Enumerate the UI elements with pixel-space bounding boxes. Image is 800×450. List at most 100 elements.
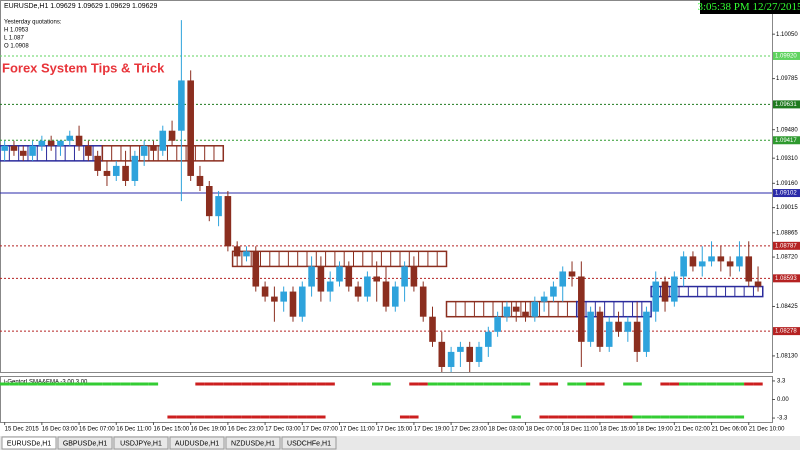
x-tick-label: 17 Dec 23:00 <box>451 427 487 433</box>
candle-body <box>419 286 427 317</box>
candle-body <box>187 80 194 176</box>
symbol-tab[interactable] <box>281 436 337 450</box>
candle-body <box>615 321 622 332</box>
candle-body <box>1 145 8 151</box>
x-tick-label: 16 Dec 03:00 <box>42 427 78 433</box>
candle-body <box>159 130 167 151</box>
candle-body <box>447 351 455 367</box>
symbol-tab[interactable] <box>169 436 225 450</box>
candle-body <box>196 175 204 186</box>
symbol-tab[interactable] <box>225 436 281 450</box>
candle-body <box>280 291 287 302</box>
level-tag-label: 1.08787 <box>775 243 797 249</box>
candle-body <box>643 311 650 352</box>
x-tick-label: 17 Dec 03:00 <box>265 427 301 433</box>
symbol-tab-label[interactable]: AUDUSDe,H1 <box>175 440 219 447</box>
candle-body <box>308 266 315 287</box>
candle-body <box>671 276 678 302</box>
level-tag <box>773 274 800 283</box>
symbol-header: EURUSDe,H1 1.09629 1.09629 1.09629 1.096… <box>4 3 157 10</box>
candle-body <box>689 256 697 267</box>
y-tick-label: 1.08130 <box>776 353 798 359</box>
candle-body <box>29 145 36 156</box>
candle-body <box>205 186 213 217</box>
overlay-title: Forex System Tips & Trick <box>2 60 165 75</box>
y-tick-label: 1.09480 <box>776 127 798 133</box>
y-tick-label: 1.08865 <box>776 230 798 236</box>
candle-body <box>587 311 594 342</box>
symbol-tab[interactable] <box>113 436 169 450</box>
candle-body <box>578 276 585 342</box>
indicator-tick-label: 3.3 <box>777 379 786 385</box>
candle-body <box>717 256 725 262</box>
x-tick-label: 21 Dec 02:00 <box>674 427 710 433</box>
candle-body <box>252 251 260 287</box>
candle-body <box>10 145 18 151</box>
zone <box>445 300 578 318</box>
x-tick-label: 18 Dec 19:00 <box>637 427 673 433</box>
candle-body <box>503 306 511 317</box>
candle-body <box>47 140 55 146</box>
candle-body <box>122 165 129 181</box>
candle-body <box>745 256 753 282</box>
x-tick-label: 16 Dec 15:00 <box>153 427 189 433</box>
x-tick-label: 16 Dec 19:00 <box>191 427 227 433</box>
candle-body <box>215 196 222 217</box>
y-tick-label: 1.08425 <box>776 304 798 310</box>
candle-body <box>38 140 46 146</box>
level-tag <box>773 136 800 145</box>
level-tag-label: 1.09102 <box>775 191 797 197</box>
y-tick-label: 1.08720 <box>776 255 798 261</box>
symbol-tab-label[interactable]: USDCHFe,H1 <box>287 440 331 447</box>
x-tick-label: 21 Dec 06:00 <box>712 427 748 433</box>
x-tick-label: 18 Dec 15:00 <box>600 427 636 433</box>
symbol-tab-label[interactable]: NZDUSDe,H1 <box>231 440 275 447</box>
quote-high: H 1.0953 <box>4 28 29 34</box>
candle-body <box>224 196 232 247</box>
candle-body <box>605 321 613 347</box>
symbol-tab[interactable] <box>1 436 57 450</box>
candle-body <box>298 286 306 317</box>
x-tick-label: 21 Dec 10:00 <box>749 427 785 433</box>
candle-body <box>550 286 557 297</box>
candle-body <box>150 145 157 151</box>
level-tag <box>773 51 800 60</box>
candle-body <box>140 145 148 156</box>
candle-body <box>168 130 176 141</box>
quote-low: L 1.087 <box>4 36 24 42</box>
clock-box <box>700 0 800 14</box>
level-tag-label: 1.08593 <box>775 276 797 282</box>
candle-body <box>271 296 278 302</box>
x-tick-label: 16 Dec 23:00 <box>228 427 264 433</box>
symbol-tab-label[interactable]: EURUSDe,H1 <box>7 440 51 447</box>
candle-body <box>243 251 250 257</box>
symbol-tab-label[interactable]: USDJPYe,H1 <box>120 440 162 447</box>
x-tick-label: 17 Dec 11:00 <box>339 427 375 433</box>
candle-body <box>457 346 464 352</box>
candle-body <box>289 291 297 317</box>
candle-body <box>382 281 390 307</box>
plot-frame <box>0 0 773 373</box>
level-tag-label: 1.09631 <box>775 102 797 108</box>
y-tick-label: 1.09785 <box>776 76 798 82</box>
candle-body <box>410 266 418 287</box>
candle-body <box>522 311 529 317</box>
candle-body <box>661 281 669 302</box>
level-tag <box>773 100 800 109</box>
x-tick-label: 18 Dec 11:00 <box>563 427 599 433</box>
x-tick-label: 16 Dec 07:00 <box>79 427 115 433</box>
symbol-tab[interactable] <box>57 436 113 450</box>
chart-layer: 1.10050 1.09785 1.09480 1.09310 1.09160 1.090… <box>0 20 800 433</box>
candle-body <box>475 346 483 362</box>
indicator-tick-label: -3.3 <box>777 416 788 422</box>
level-tag-label: 1.08278 <box>775 329 797 335</box>
candle-body <box>131 155 139 181</box>
symbol-tab-label[interactable]: GBPUSDe,H1 <box>63 440 107 447</box>
candle-body <box>112 165 120 176</box>
candle-body <box>401 266 408 287</box>
candle-body <box>233 246 241 257</box>
candle-body <box>429 316 436 342</box>
indicator-tick-label: 0.00 <box>777 397 789 403</box>
